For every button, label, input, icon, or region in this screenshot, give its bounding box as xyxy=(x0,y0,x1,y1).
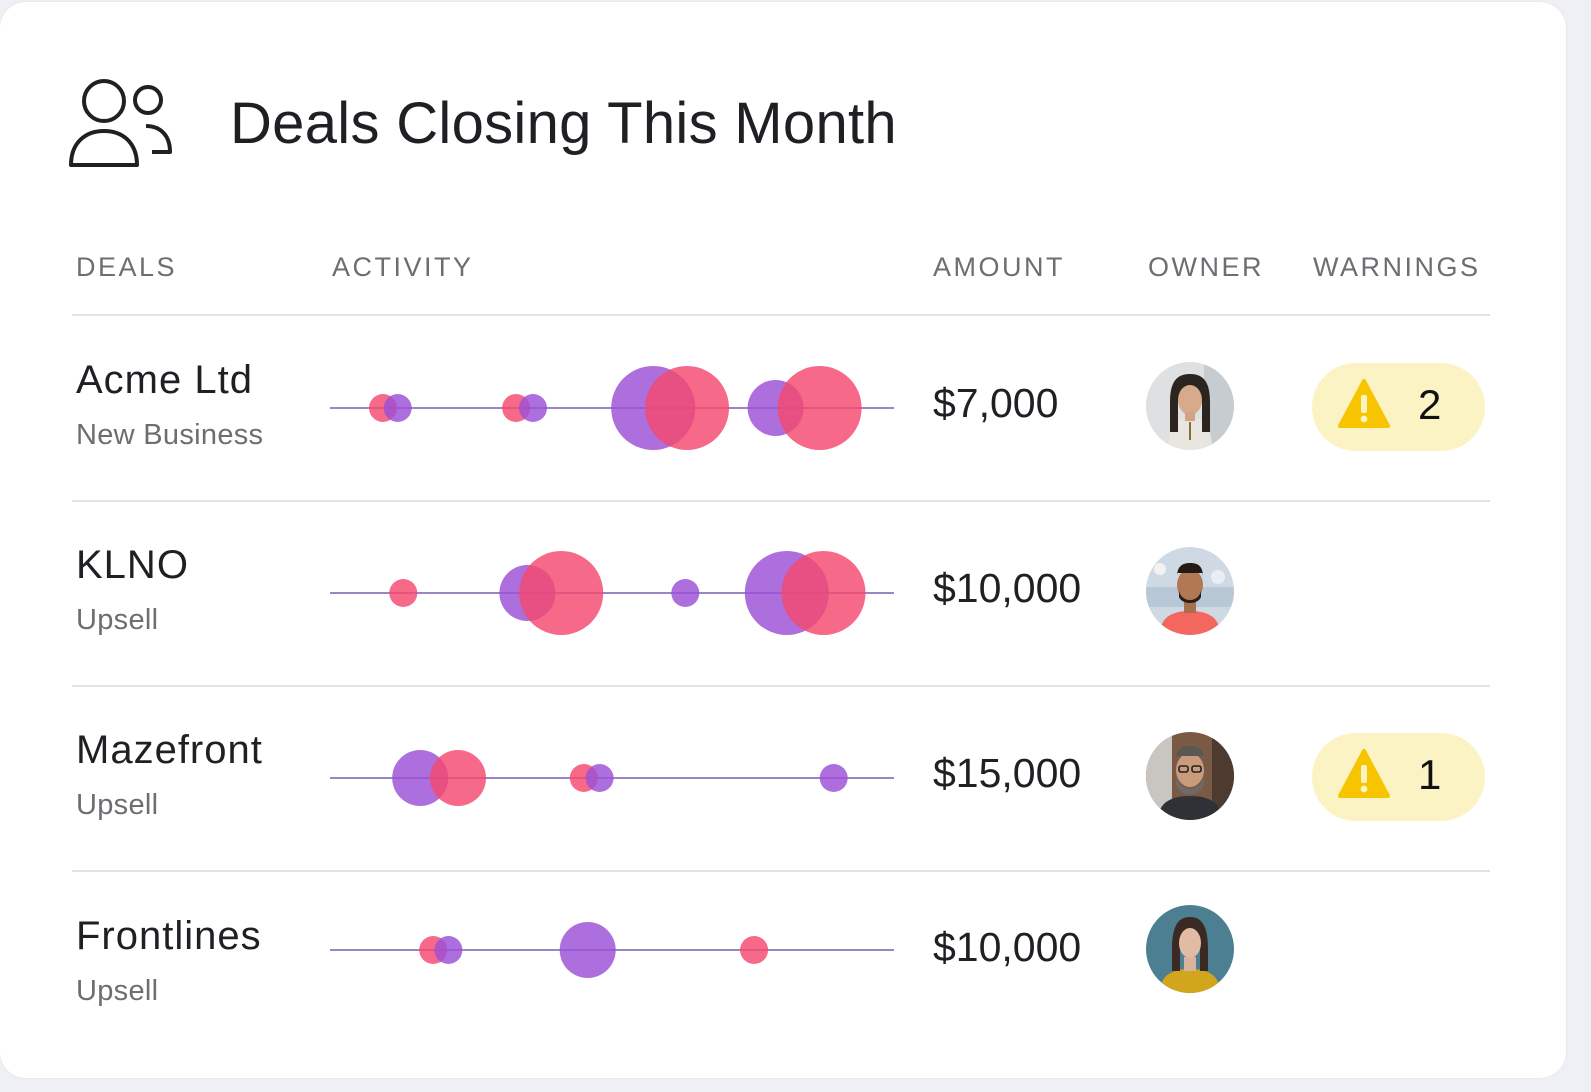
deal-amount: $10,000 xyxy=(933,565,1082,611)
table-row[interactable]: Mazefront Upsell $15,000 1 xyxy=(0,686,1566,871)
deal-name[interactable]: Acme Ltd xyxy=(76,358,253,402)
activity-dot-pink xyxy=(777,366,862,450)
activity-dot-pink xyxy=(740,936,769,964)
warning-badge[interactable]: 1 xyxy=(1312,733,1485,821)
deal-type: Upsell xyxy=(76,789,159,821)
activity-dot-purple xyxy=(434,936,463,964)
activity-dot-pink xyxy=(645,366,729,450)
activity-dot-purple xyxy=(519,394,547,422)
deal-amount: $10,000 xyxy=(933,924,1082,970)
man-portrait-avatar xyxy=(1146,547,1234,635)
deal-amount: $15,000 xyxy=(933,750,1082,796)
activity-timeline xyxy=(330,366,894,450)
column-header-deals[interactable]: DEALS xyxy=(76,252,178,282)
page-title: Deals Closing This Month xyxy=(230,91,897,156)
row-divider xyxy=(72,685,1490,687)
table-row[interactable]: KLNO Upsell $10,000 xyxy=(0,501,1566,686)
owner-avatar[interactable] xyxy=(1146,905,1234,993)
deal-type: Upsell xyxy=(76,975,159,1007)
users-icon xyxy=(69,79,172,167)
activity-timeline xyxy=(330,551,894,635)
activity-dot-pink xyxy=(519,551,604,635)
deal-name[interactable]: Frontlines xyxy=(76,914,262,958)
activity-dot-purple xyxy=(559,922,616,978)
warning-count: 2 xyxy=(1418,381,1442,428)
deal-name[interactable]: KLNO xyxy=(76,543,189,587)
owner-avatar[interactable] xyxy=(1146,547,1234,635)
column-header-amount[interactable]: AMOUNT xyxy=(933,252,1065,282)
activity-dot-pink xyxy=(389,579,418,607)
activity-timeline xyxy=(330,750,894,806)
owner-avatar[interactable] xyxy=(1146,362,1234,450)
row-divider xyxy=(72,500,1490,502)
activity-timeline xyxy=(330,922,894,978)
owner-avatar[interactable] xyxy=(1146,732,1234,820)
row-divider xyxy=(72,870,1490,872)
activity-dot-pink xyxy=(781,551,866,635)
activity-dot-purple xyxy=(585,764,614,792)
header-divider xyxy=(72,314,1490,316)
deal-type: Upsell xyxy=(76,604,159,636)
bearded-man-avatar xyxy=(1146,732,1234,820)
column-header-owner[interactable]: OWNER xyxy=(1148,252,1264,282)
activity-dot-purple xyxy=(671,579,700,607)
activity-dot-pink xyxy=(430,750,486,806)
activity-dot-purple xyxy=(383,394,412,422)
woman-portrait-avatar xyxy=(1146,362,1234,450)
warning-triangle-icon xyxy=(1338,749,1390,798)
deal-amount: $7,000 xyxy=(933,380,1059,426)
table-row[interactable]: Frontlines Upsell $10,000 xyxy=(0,858,1566,1043)
column-header-activity[interactable]: ACTIVITY xyxy=(332,252,474,282)
deal-type: New Business xyxy=(76,419,264,451)
deal-name[interactable]: Mazefront xyxy=(76,728,263,772)
warning-count: 1 xyxy=(1418,751,1442,798)
warning-badge[interactable]: 2 xyxy=(1312,363,1485,451)
woman-teal-background-avatar xyxy=(1146,905,1234,993)
activity-dot-purple xyxy=(819,764,848,792)
warning-triangle-icon xyxy=(1338,379,1390,428)
table-row[interactable]: Acme Ltd New Business $7,000 2 xyxy=(0,316,1566,501)
deals-card: Deals Closing This Month DEALS ACTIVITY … xyxy=(0,2,1566,1078)
column-header-warnings[interactable]: WARNINGS xyxy=(1313,252,1481,282)
